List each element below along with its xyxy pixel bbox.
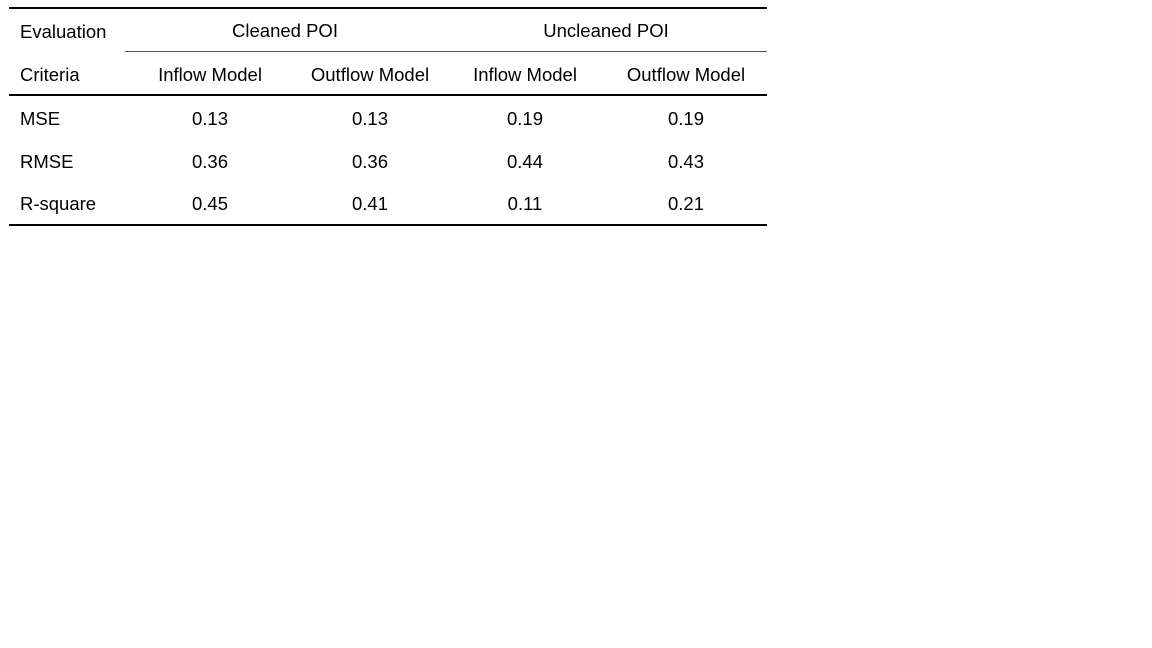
table-cell: 0.44 (506, 151, 544, 172)
table-cell: 0.36 (351, 151, 389, 172)
row-label-r-square: R-square (20, 193, 97, 214)
header-criteria: Criteria (20, 64, 80, 85)
table-cell: 0.45 (191, 193, 229, 214)
table-cell: 0.13 (191, 108, 229, 129)
table-cell: 0.21 (667, 193, 705, 214)
table-cell: 0.13 (351, 108, 389, 129)
header-evaluation: Evaluation (20, 21, 107, 42)
top-rule (9, 7, 767, 9)
group-header-cleaned: Cleaned POI (232, 20, 338, 41)
row-label-rmse: RMSE (20, 151, 74, 172)
results-table: Evaluation Cleaned POI Uncleaned POI Cri… (9, 7, 767, 227)
group-header-uncleaned: Uncleaned POI (543, 20, 669, 41)
table-cell: 0.36 (191, 151, 229, 172)
table-cell: 0.19 (667, 108, 705, 129)
group-rule-cleaned (125, 51, 445, 52)
column-header-uncleaned-inflow: Inflow Model (473, 64, 577, 85)
column-header-cleaned-outflow: Outflow Model (310, 64, 430, 85)
bottom-rule (9, 224, 767, 226)
table-cell: 0.11 (507, 193, 543, 214)
column-header-cleaned-inflow: Inflow Model (158, 64, 262, 85)
table-cell: 0.19 (506, 108, 544, 129)
header-rule (9, 94, 767, 96)
column-header-uncleaned-outflow: Outflow Model (626, 64, 746, 85)
row-label-mse: MSE (20, 108, 61, 129)
table-cell: 0.43 (667, 151, 705, 172)
group-rule-uncleaned (445, 51, 767, 52)
table-cell: 0.41 (351, 193, 389, 214)
